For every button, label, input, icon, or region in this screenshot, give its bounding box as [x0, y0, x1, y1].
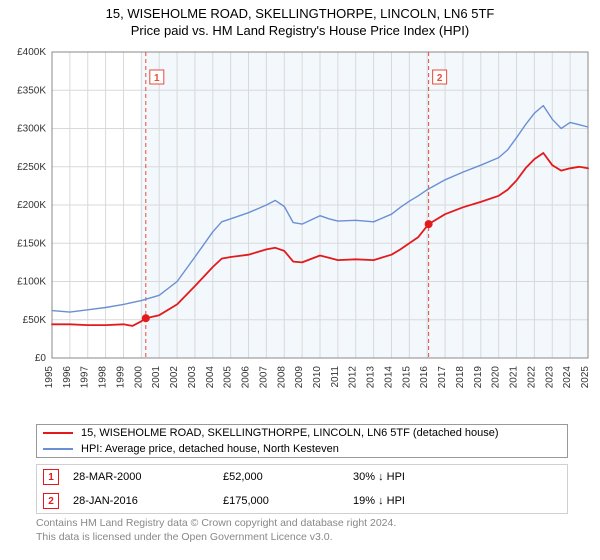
legend-label: HPI: Average price, detached house, Nort…	[81, 443, 339, 455]
svg-text:2011: 2011	[330, 366, 341, 388]
attribution: Contains HM Land Registry data © Crown c…	[36, 516, 396, 544]
svg-text:2015: 2015	[401, 366, 412, 389]
svg-text:2000: 2000	[133, 366, 144, 389]
event-row: 1 28-MAR-2000£52,00030% ↓ HPI	[37, 465, 567, 489]
svg-text:1998: 1998	[98, 366, 109, 389]
event-row: 2 28-JAN-2016£175,00019% ↓ HPI	[37, 489, 567, 513]
event-marker: 2	[43, 493, 59, 509]
legend-item: HPI: Average price, detached house, Nort…	[37, 441, 567, 457]
events-table: 1 28-MAR-2000£52,00030% ↓ HPI 2 28-JAN-2016…	[36, 464, 568, 514]
legend-item: 15, WISEHOLME ROAD, SKELLINGTHORPE, LINC…	[37, 425, 567, 441]
svg-text:2006: 2006	[241, 366, 252, 389]
svg-text:£350K: £350K	[17, 85, 46, 96]
event-pct: 30% ↓ HPI	[353, 471, 473, 483]
svg-text:£0: £0	[35, 353, 47, 364]
svg-text:2002: 2002	[169, 366, 180, 389]
svg-text:2016: 2016	[419, 366, 430, 389]
svg-text:£50K: £50K	[23, 315, 47, 326]
svg-text:1997: 1997	[80, 366, 91, 389]
svg-text:1995: 1995	[44, 366, 55, 389]
chart-area: £0 £50K £100K £150K £200K £250K £300K £350K £400…	[0, 46, 600, 416]
svg-text:£400K: £400K	[17, 47, 46, 58]
svg-text:2025: 2025	[580, 366, 591, 389]
svg-text:£300K: £300K	[17, 124, 46, 135]
event-pct: 19% ↓ HPI	[353, 495, 473, 507]
svg-text:2003: 2003	[187, 366, 198, 389]
svg-text:2009: 2009	[294, 366, 305, 389]
svg-text:£100K: £100K	[17, 277, 46, 288]
chart-title-block: 15, WISEHOLME ROAD, SKELLINGTHORPE, LINC…	[0, 0, 600, 38]
svg-text:2020: 2020	[491, 366, 502, 389]
svg-text:2022: 2022	[526, 366, 537, 389]
svg-text:2010: 2010	[312, 366, 323, 389]
svg-text:£200K: £200K	[17, 200, 46, 211]
svg-text:2024: 2024	[562, 366, 573, 389]
legend-swatch	[43, 432, 73, 434]
svg-text:2018: 2018	[455, 366, 466, 389]
svg-text:1996: 1996	[62, 366, 73, 389]
legend: 15, WISEHOLME ROAD, SKELLINGTHORPE, LINC…	[36, 424, 568, 458]
svg-text:2007: 2007	[258, 366, 269, 389]
event-date: 28-MAR-2000	[73, 471, 223, 483]
svg-text:2001: 2001	[151, 366, 162, 389]
svg-text:2014: 2014	[383, 366, 394, 389]
line-chart-svg: £0 £50K £100K £150K £200K £250K £300K £350K £400…	[0, 46, 600, 416]
chart-title-line2: Price paid vs. HM Land Registry's House …	[0, 23, 600, 38]
event-marker: 1	[43, 469, 59, 485]
svg-text:2019: 2019	[473, 366, 484, 389]
svg-text:2: 2	[437, 73, 443, 84]
svg-text:2017: 2017	[437, 366, 448, 389]
svg-text:1: 1	[154, 73, 160, 84]
svg-text:2023: 2023	[544, 366, 555, 389]
svg-text:2013: 2013	[366, 366, 377, 389]
svg-text:£250K: £250K	[17, 162, 46, 173]
attribution-line2: This data is licensed under the Open Gov…	[36, 530, 396, 544]
chart-title-line1: 15, WISEHOLME ROAD, SKELLINGTHORPE, LINC…	[0, 6, 600, 21]
legend-swatch	[43, 448, 73, 450]
svg-text:2008: 2008	[276, 366, 287, 389]
legend-label: 15, WISEHOLME ROAD, SKELLINGTHORPE, LINC…	[81, 427, 499, 439]
attribution-line1: Contains HM Land Registry data © Crown c…	[36, 516, 396, 530]
svg-text:2012: 2012	[348, 366, 359, 389]
svg-text:2021: 2021	[509, 366, 520, 389]
svg-text:1999: 1999	[115, 366, 126, 389]
svg-text:2005: 2005	[223, 366, 234, 389]
svg-text:2004: 2004	[205, 366, 216, 389]
event-price: £175,000	[223, 495, 353, 507]
event-date: 28-JAN-2016	[73, 495, 223, 507]
event-price: £52,000	[223, 471, 353, 483]
svg-text:£150K: £150K	[17, 238, 46, 249]
